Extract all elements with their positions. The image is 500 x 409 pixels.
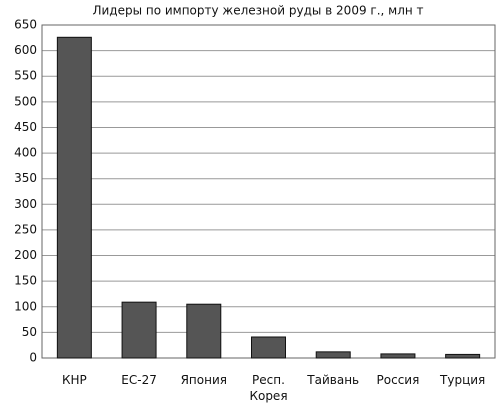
plot-frame (41, 24, 496, 359)
y-tick-label: 100 (14, 299, 37, 313)
y-tick-label: 150 (14, 274, 37, 288)
bar (445, 353, 481, 359)
x-tick-label: Россия (376, 373, 420, 387)
x-tick-label: Япония (180, 373, 227, 387)
y-tick-label: 200 (14, 248, 37, 262)
x-tick-label: Турция (440, 373, 486, 387)
bar (315, 351, 351, 359)
bar (380, 353, 416, 359)
bar (56, 36, 92, 359)
y-tick-label: 600 (14, 43, 37, 57)
chart-title: Лидеры по импорту железной руды в 2009 г… (92, 4, 423, 18)
y-tick-label: 550 (14, 69, 37, 83)
x-tick-label: ЕС-27 (121, 373, 157, 387)
y-tick-label: 400 (14, 146, 37, 160)
y-tick-label: 0 (29, 351, 37, 365)
x-tick-label: Респ. Корея (249, 373, 288, 403)
bar (186, 303, 222, 359)
y-tick-label: 350 (14, 171, 37, 185)
y-tick-label: 50 (22, 325, 37, 339)
bar (121, 301, 157, 359)
x-tick-label: КНР (61, 373, 87, 387)
y-tick-label: 500 (14, 94, 37, 108)
bar (251, 336, 286, 359)
y-tick-label: 300 (14, 197, 37, 211)
y-tick-label: 650 (14, 18, 37, 32)
y-tick-label: 450 (14, 120, 37, 134)
y-tick-label: 250 (14, 222, 37, 236)
x-tick-label: Тайвань (307, 373, 360, 387)
